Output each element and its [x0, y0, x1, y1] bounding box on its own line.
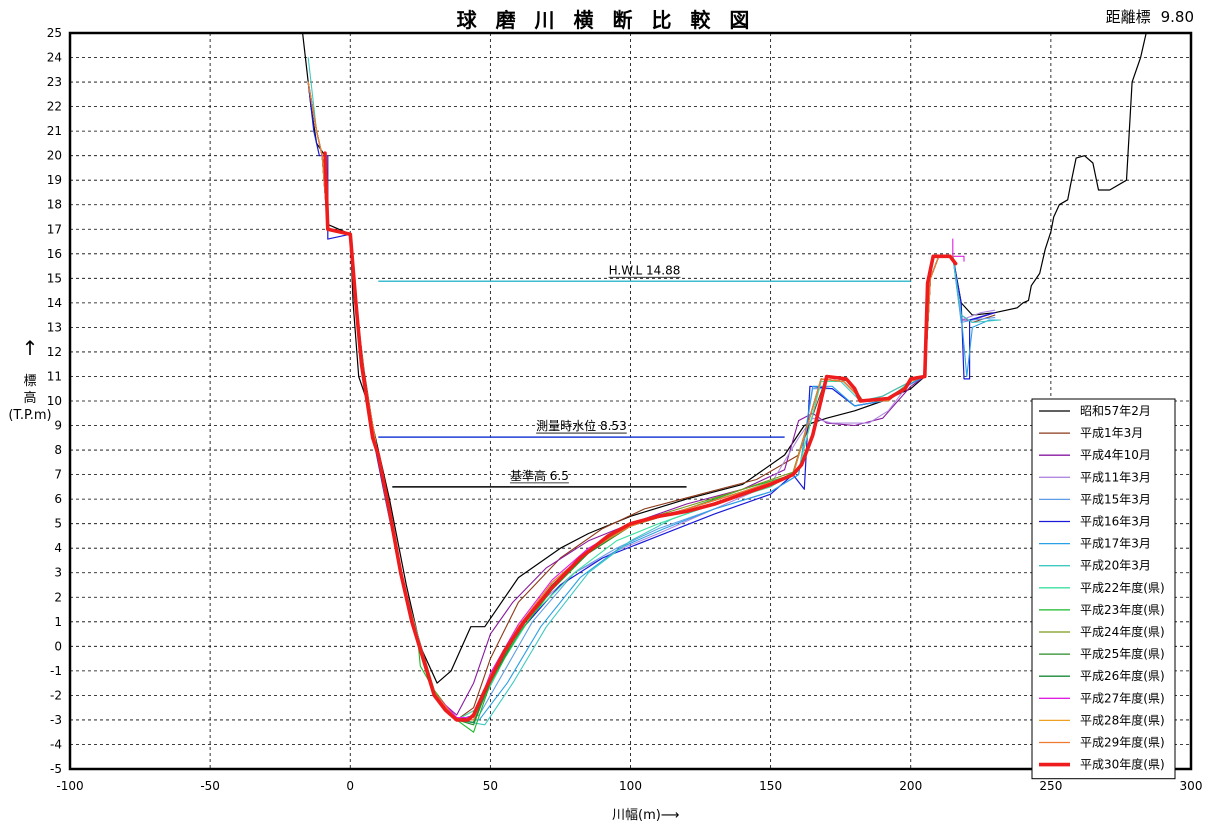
legend-label: 平成16年3月: [1080, 515, 1151, 529]
y-axis-label-line1: 標: [23, 374, 37, 389]
legend-label: 平成27年度(県): [1080, 690, 1165, 705]
chart-title: 球 磨 川 横 断 比 較 図: [456, 8, 756, 32]
x-tick-label: 250: [1039, 779, 1062, 793]
legend-label: 平成23年度(県): [1080, 602, 1165, 617]
reference-line-label: H.W.L 14.88: [609, 263, 681, 277]
legend-label: 平成15年3月: [1080, 492, 1151, 506]
legend-label: 平成25年度(県): [1080, 646, 1165, 661]
y-tick-label: 4: [54, 541, 62, 555]
y-tick-label: 20: [47, 149, 62, 163]
y-tick-label: 2: [54, 590, 62, 604]
y-tick-label: 25: [47, 26, 62, 40]
grid: [70, 33, 1191, 769]
y-axis-label-line3: (T.P.m): [8, 408, 52, 423]
station-value: 9.80: [1160, 8, 1194, 26]
legend-label: 平成30年度(県): [1080, 757, 1165, 772]
legend-label: 昭和57年2月: [1080, 404, 1151, 418]
x-tick-label: 150: [759, 779, 782, 793]
y-tick-label: 14: [47, 296, 62, 310]
legend-label: 平成17年3月: [1080, 537, 1151, 551]
x-tick-label: 200: [899, 779, 922, 793]
series-line: [323, 151, 958, 722]
reference-line-label: 基準高 6.5: [510, 468, 569, 483]
y-tick-label: -5: [50, 762, 62, 776]
x-tick-label: -50: [200, 779, 220, 793]
y-tick-label: 24: [47, 51, 62, 65]
y-tick-label: 22: [47, 100, 62, 114]
y-tick-label: 6: [54, 492, 62, 506]
legend-label: 平成24年度(県): [1080, 624, 1165, 639]
y-tick-label: 21: [47, 124, 62, 138]
x-tick-label: 300: [1180, 779, 1203, 793]
y-axis-arrow: ↑: [21, 336, 39, 360]
y-tick-label: 9: [54, 419, 62, 433]
y-tick-label: 7: [54, 468, 62, 482]
legend: 昭和57年2月平成1年3月平成4年10月平成11年3月平成15年3月平成16年3…: [1031, 398, 1176, 780]
y-tick-label: 0: [54, 639, 62, 653]
station-label: 距離標 9.80: [1096, 6, 1194, 27]
y-tick-label: 16: [47, 247, 62, 261]
y-tick-label: -3: [50, 713, 62, 727]
reference-line-label: 測量時水位 8.53: [536, 418, 627, 433]
x-tick-label: 100: [619, 779, 642, 793]
y-tick-label: 8: [54, 443, 62, 457]
y-tick-label: 19: [47, 173, 62, 187]
legend-label: 平成20年3月: [1080, 559, 1151, 573]
legend-label: 平成28年度(県): [1080, 712, 1165, 727]
y-tick-label: 12: [47, 345, 62, 359]
legend-label: 平成22年度(県): [1080, 580, 1165, 595]
x-tick-label: 50: [483, 779, 498, 793]
y-tick-label: 11: [47, 369, 62, 383]
x-tick-label: 0: [346, 779, 354, 793]
legend-label: 平成29年度(県): [1080, 735, 1165, 750]
station-label-text: 距離標: [1105, 8, 1151, 26]
y-tick-label: 15: [47, 271, 62, 285]
y-tick-label: 1: [54, 615, 62, 629]
y-tick-label: 5: [54, 517, 62, 531]
y-tick-label: 13: [47, 320, 62, 334]
y-axis-label-line2: 高: [23, 391, 37, 406]
x-axis-label: 川幅(m)⟶: [612, 808, 680, 823]
y-tick-label: -2: [50, 688, 62, 702]
legend-label: 平成1年3月: [1080, 426, 1143, 440]
y-tick-label: -4: [50, 737, 62, 751]
series-lines: [302, 33, 1147, 733]
plot-frame: [68, 31, 1193, 771]
legend-label: 平成11年3月: [1080, 470, 1151, 484]
legend-label: 平成26年度(県): [1080, 668, 1165, 683]
y-tick-label: 10: [47, 394, 62, 408]
legend-label: 平成4年10月: [1080, 448, 1151, 462]
y-tick-label: 3: [54, 566, 62, 580]
y-tick-label: 17: [47, 222, 62, 236]
legend-box: [1031, 398, 1176, 780]
x-tick-label: -100: [56, 779, 83, 793]
y-tick-label: -1: [50, 664, 62, 678]
y-tick-label: 23: [47, 75, 62, 89]
y-axis-label: ↑ 標 高 (T.P.m): [4, 336, 56, 424]
y-tick-label: 18: [47, 198, 62, 212]
